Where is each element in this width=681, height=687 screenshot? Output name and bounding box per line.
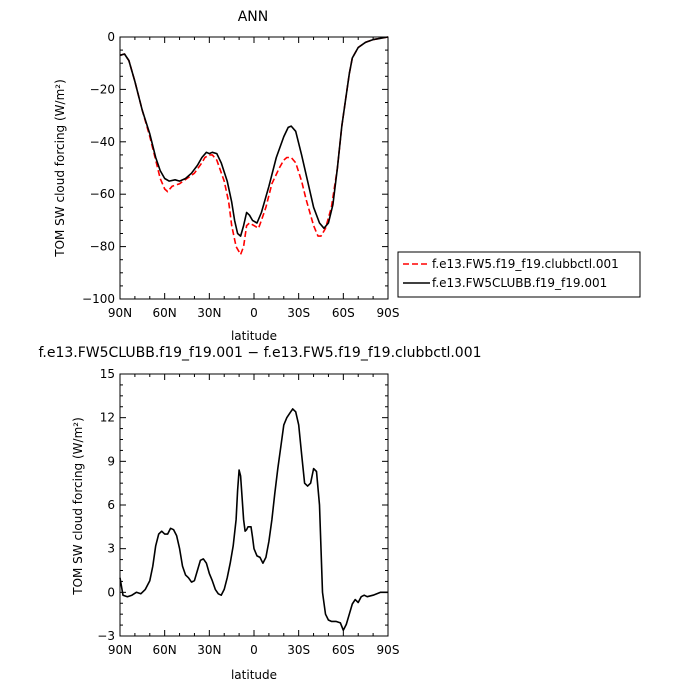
y-tick-label: −20 bbox=[90, 82, 115, 96]
y-tick-label: −60 bbox=[90, 187, 115, 201]
y-tick-label: −3 bbox=[97, 629, 115, 643]
y-tick-label: 6 bbox=[107, 498, 115, 512]
y-tick-label: 15 bbox=[100, 367, 115, 381]
x-tick-label: 60N bbox=[153, 306, 177, 320]
legend-label-series-1: f.e13.FW5.f19_f19.clubbctl.001 bbox=[432, 257, 619, 271]
chart-bottom-series-group bbox=[119, 408, 388, 631]
y-tick-label: 0 bbox=[107, 30, 115, 44]
legend-box bbox=[397, 251, 641, 298]
x-tick-label: 0 bbox=[250, 643, 258, 657]
chart-bottom-plot-frame bbox=[119, 373, 389, 637]
chart-bottom-title: f.e13.FW5CLUBB.f19_f19.001 − f.e13.FW5.f… bbox=[38, 345, 481, 361]
x-tick-label: 60S bbox=[332, 306, 355, 320]
chart-top-legend: f.e13.FW5.f19_f19.clubbctl.001 f.e13.FW5… bbox=[397, 251, 641, 298]
chart-top-title: ANN bbox=[238, 9, 269, 25]
x-tick-label: 30S bbox=[287, 643, 310, 657]
y-tick-label: −80 bbox=[90, 240, 115, 254]
x-tick-label: 30N bbox=[197, 643, 221, 657]
chart-top-plot-frame bbox=[119, 36, 389, 300]
x-tick-label: 90N bbox=[108, 306, 132, 320]
chart-top: ANN 90N 60N 30N 0 30S 60S 90S 0 −20 −40 −60 −80 −100… bbox=[53, 9, 641, 343]
chart-top-y-axis-label: TOM SW cloud forcing (W/m²) bbox=[53, 79, 67, 258]
y-tick-label: 0 bbox=[107, 585, 115, 599]
y-tick-label: 3 bbox=[107, 542, 115, 556]
y-tick-label: 12 bbox=[100, 411, 115, 425]
chart-bottom: f.e13.FW5CLUBB.f19_f19.001 − f.e13.FW5.f… bbox=[38, 345, 481, 682]
series-line-1 bbox=[119, 408, 388, 631]
x-tick-label: 30S bbox=[287, 306, 310, 320]
x-tick-label: 0 bbox=[250, 306, 258, 320]
chart-bottom-x-axis-label: latitude bbox=[231, 668, 277, 682]
chart-top-grid-ticks: 90N 60N 30N 0 30S 60S 90S 0 −20 −40 −60 −80 −100 bbox=[82, 30, 399, 320]
x-tick-label: 30N bbox=[197, 306, 221, 320]
y-tick-label: 9 bbox=[107, 454, 115, 468]
series-line-2 bbox=[119, 36, 389, 237]
x-tick-label: 60N bbox=[153, 643, 177, 657]
x-tick-label: 90N bbox=[108, 643, 132, 657]
chart-top-series-group bbox=[119, 36, 389, 256]
x-tick-label: 90S bbox=[377, 643, 400, 657]
y-tick-label: −100 bbox=[82, 292, 115, 306]
x-tick-label: 60S bbox=[332, 643, 355, 657]
chart-bottom-grid-ticks: 90N 60N 30N 0 30S 60S 90S 15 12 9 6 3 0 −3 bbox=[97, 367, 399, 657]
x-tick-label: 90S bbox=[377, 306, 400, 320]
legend-label-series-2: f.e13.FW5CLUBB.f19_f19.001 bbox=[432, 276, 607, 290]
y-tick-label: −40 bbox=[90, 135, 115, 149]
chart-bottom-y-axis-label: TOM SW cloud forcing (W/m²) bbox=[71, 417, 85, 596]
chart-top-x-axis-label: latitude bbox=[231, 329, 277, 343]
